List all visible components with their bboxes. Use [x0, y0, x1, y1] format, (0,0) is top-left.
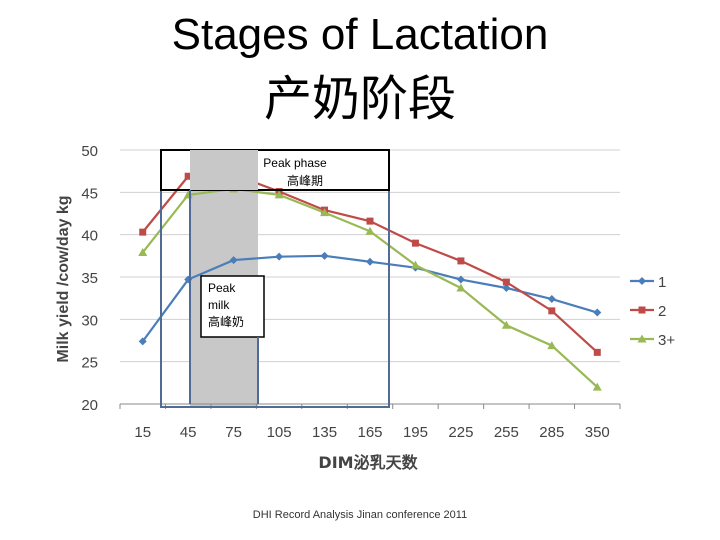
data-point — [274, 190, 284, 199]
data-point — [184, 172, 192, 180]
data-point — [637, 334, 647, 343]
peak-milk-label: 高峰奶 — [208, 314, 244, 329]
data-point — [229, 256, 238, 265]
data-point — [593, 308, 602, 317]
footer-text: DHI Record Analysis Jinan conference 201… — [252, 509, 468, 521]
data-point — [548, 307, 556, 315]
data-point — [138, 337, 147, 346]
axes: 20 25 30 35 40 45 50 15 45 75 105 135 165 195 225 255 28… — [55, 143, 621, 472]
x-axis-title: DIM泌乳天数 — [318, 453, 418, 472]
legend-label: 2 — [658, 303, 666, 320]
data-point — [638, 277, 646, 285]
data-point — [456, 275, 465, 284]
x-tick-label: 195 — [403, 424, 428, 441]
data-point — [547, 295, 556, 304]
data-point — [502, 284, 511, 293]
data-point — [275, 252, 284, 261]
data-point — [365, 226, 375, 235]
x-tick-label: 285 — [539, 424, 564, 441]
y-tick-label: 35 — [81, 270, 98, 287]
legend: 1 2 3+ — [630, 274, 675, 349]
peak-phase-box — [160, 149, 390, 191]
x-tick-label: 225 — [448, 424, 473, 441]
x-tick-label: 45 — [180, 424, 197, 441]
y-tick-label: 20 — [81, 397, 98, 414]
data-point — [139, 228, 147, 236]
peak-phase-label-cn: 高峰期 — [287, 173, 323, 188]
y-axis-title: Milk yield /cow/day kg — [55, 195, 72, 362]
peak-milk-label: Peak — [208, 281, 236, 295]
x-tick-label: 165 — [357, 424, 382, 441]
annotations: Peak phase 高峰期 Peak milk 高峰奶 — [160, 149, 390, 408]
data-point — [501, 320, 511, 329]
x-tick-label: 255 — [494, 424, 519, 441]
slide-subtitle: 产奶阶段 — [263, 71, 456, 127]
data-point — [457, 257, 465, 265]
data-point — [593, 348, 601, 356]
data-point — [411, 239, 419, 247]
data-point — [638, 306, 646, 314]
legend-label: 3+ — [658, 332, 675, 349]
data-point — [456, 283, 466, 292]
legend-label: 1 — [658, 274, 666, 291]
y-tick-label: 40 — [81, 228, 98, 245]
data-point — [502, 278, 510, 286]
data-point — [366, 257, 374, 266]
data-point — [320, 251, 329, 260]
peak-phase-label: Peak phase — [263, 156, 327, 170]
y-tick-label: 50 — [81, 143, 98, 160]
peak-milk-box — [200, 275, 265, 338]
peak-phase-shade — [190, 150, 258, 190]
data-point — [410, 260, 420, 269]
x-tick-label: 350 — [585, 424, 610, 441]
data-point — [138, 247, 148, 256]
y-tick-label: 45 — [81, 185, 98, 202]
x-tick-label: 135 — [312, 424, 337, 441]
x-tick-label: 15 — [134, 424, 151, 441]
data-point — [547, 341, 557, 350]
y-tick-label: 25 — [81, 355, 98, 372]
data-point — [592, 382, 602, 391]
x-tick-label: 75 — [225, 424, 242, 441]
data-point — [366, 217, 374, 225]
data-point — [320, 208, 330, 217]
y-tick-label: 30 — [81, 312, 98, 329]
x-tick-label: 105 — [267, 424, 292, 441]
peak-milk-label: milk — [208, 298, 230, 312]
slide-title: Stages of Lactation — [171, 10, 549, 59]
